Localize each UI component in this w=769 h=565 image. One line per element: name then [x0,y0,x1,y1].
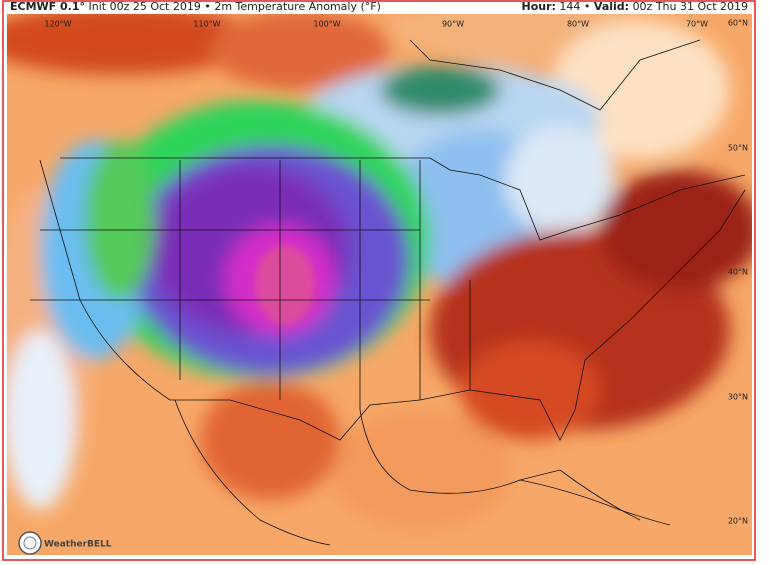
latitude-label: 20°N [728,517,748,526]
logo-text: WeatherBELL [44,540,112,550]
header-valid: Hour: 144 • Valid: 00z Thu 31 Oct 2019 [521,0,748,13]
latitude-label: 50°N [728,144,748,153]
frame [2,0,756,561]
latitude-label: 40°N [728,268,748,277]
longitude-label: 100°W [313,20,340,29]
valid: 00z Thu 31 Oct 2019 [633,0,748,13]
longitude-label: 90°W [442,20,464,29]
longitude-label: 120°W [44,20,71,29]
description: Init 00z 25 Oct 2019 • 2m Temperature An… [89,0,381,13]
longitude-label: 110°W [193,20,220,29]
hour-label: Hour: [521,0,555,13]
latitude-label: 30°N [728,393,748,402]
header-model: ECMWF 0.1° Init 00z 25 Oct 2019 • 2m Tem… [10,0,381,13]
anomaly-field [7,14,752,555]
model: ECMWF 0.1° [10,0,85,13]
boundaries [30,39,746,546]
longitude-label: 70°W [686,20,708,29]
logo: WeatherBELL [18,531,112,555]
longitude-label: 80°W [567,20,589,29]
separator: • [584,0,591,13]
hour: 144 [559,0,580,13]
latitude-label: 60°N [728,19,748,28]
valid-label: Valid: [594,0,629,13]
